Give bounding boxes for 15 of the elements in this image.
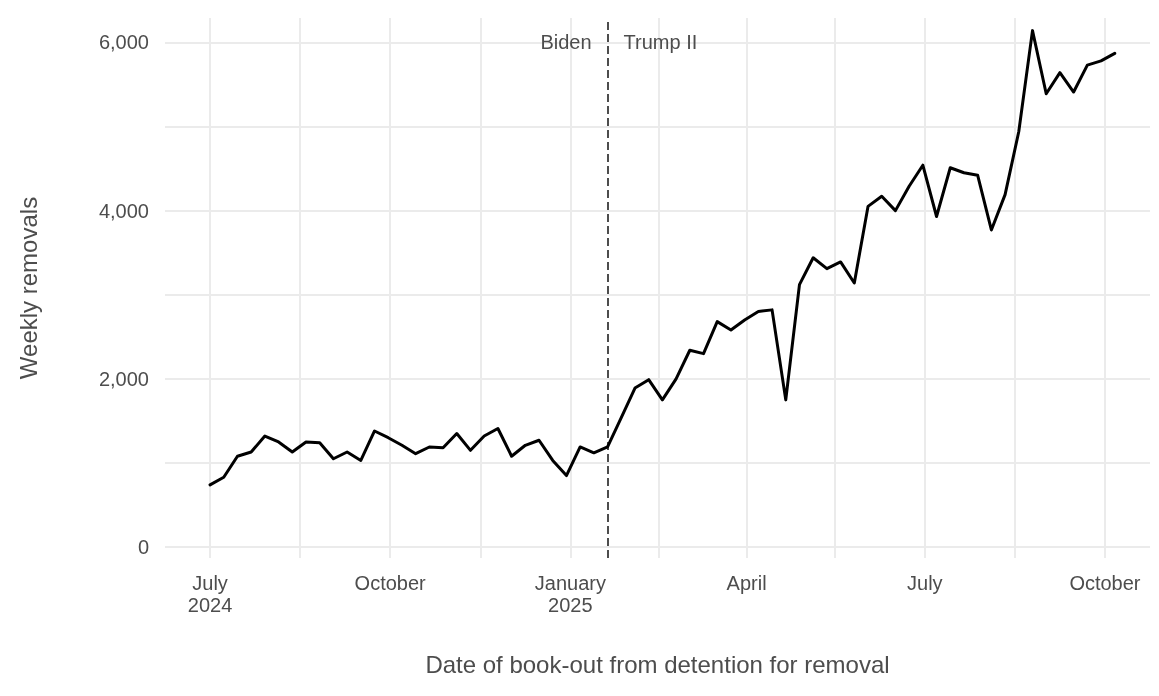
x-tick-label: October [354, 572, 427, 594]
x-tick-label: July [907, 572, 943, 594]
y-tick-label: 6,000 [98, 31, 149, 54]
y-tick-label: 2,000 [98, 367, 149, 390]
x-tick-label: October [1069, 572, 1141, 594]
y-tick-label: 0 [137, 536, 149, 559]
x-tick-label: July 2024 [187, 572, 233, 616]
x-tick-label: April [726, 572, 767, 594]
y-axis-title: Weekly removals [14, 196, 42, 380]
x-tick-label: January 2025 [534, 572, 606, 616]
y-tick-label: 4,000 [98, 199, 149, 222]
annotation: Biden [540, 31, 592, 54]
annotation: Trump II [623, 31, 698, 54]
x-axis-title: Date of book-out from detention for removal [425, 650, 890, 678]
line-series [208, 29, 1117, 487]
